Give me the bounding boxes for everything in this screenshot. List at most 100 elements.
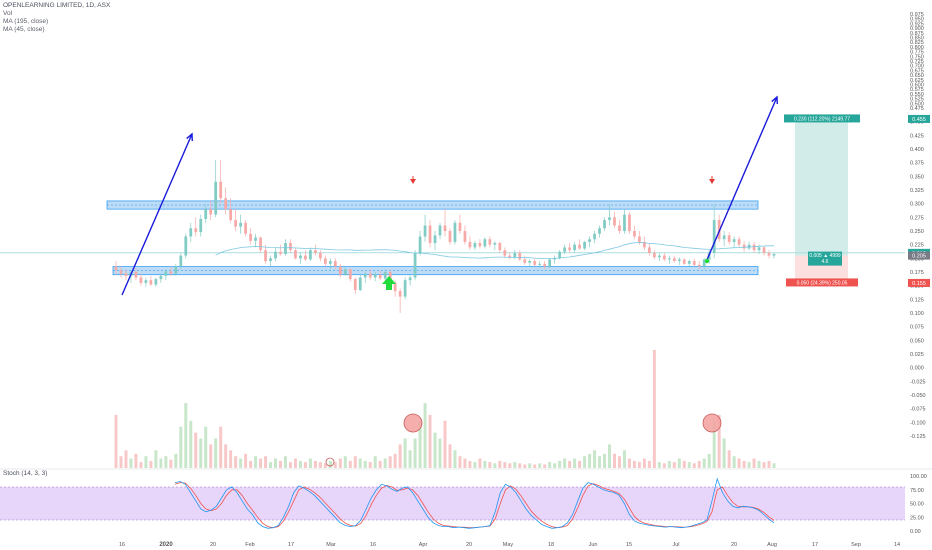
buy-dot: [704, 258, 710, 264]
price-tick: 0.525: [910, 97, 924, 103]
price-tick: 0.075: [910, 325, 924, 331]
candle-body: [727, 235, 731, 242]
stoch-tick: 100.00: [910, 474, 927, 480]
volume-legend[interactable]: Vol: [3, 10, 13, 17]
volume-highlight: [325, 457, 335, 467]
time-tick: 18: [548, 542, 554, 548]
volume-highlight: [403, 413, 423, 433]
candle-body: [518, 252, 522, 260]
volume-bar: [757, 460, 761, 468]
trend-arrow-left-head: [186, 132, 193, 142]
volume-bar: [498, 460, 502, 468]
volume-bar: [124, 450, 128, 468]
candle-body: [428, 225, 432, 244]
volume-bar: [682, 460, 686, 468]
volume-bar: [134, 453, 138, 468]
volume-bar: [533, 464, 537, 468]
volume-bar: [588, 453, 592, 468]
stoch-tick: 25.00: [910, 515, 924, 521]
volume-bar: [612, 453, 616, 468]
candle-body: [593, 233, 596, 240]
volume-bar: [239, 458, 243, 468]
price-tick: -0.025: [910, 379, 926, 385]
candle-body: [328, 261, 332, 264]
candle-body: [618, 225, 621, 231]
candle-body: [623, 214, 626, 231]
stoch-k-line: [174, 477, 775, 529]
volume-bar: [553, 463, 557, 468]
stoch-legend[interactable]: Stoch (14, 3, 3): [3, 470, 48, 477]
volume-bar: [418, 420, 422, 468]
candle-body: [378, 274, 382, 279]
volume-bar: [523, 464, 527, 468]
ma195-legend[interactable]: MA (195, close): [3, 18, 49, 25]
volume-bar: [328, 460, 332, 468]
volume-bar: [702, 458, 706, 468]
candle-body: [523, 259, 527, 263]
candle-body: [558, 251, 562, 259]
time-tick: Feb: [245, 542, 254, 548]
price-tick: -0.075: [910, 407, 926, 413]
volume-bar: [593, 450, 597, 468]
volume-bar: [338, 458, 342, 468]
volume-bar: [563, 458, 567, 468]
high-marker: [410, 179, 416, 184]
volume-bar: [583, 456, 587, 468]
volume-bar: [742, 460, 746, 468]
price-tick: 0.500: [910, 101, 924, 107]
volume-bar: [707, 453, 711, 468]
price-tick: 0.800: [910, 45, 924, 51]
candle-body: [363, 273, 367, 278]
volume-bar: [194, 432, 198, 468]
volume-bar: [308, 458, 312, 468]
candle-body: [393, 282, 397, 292]
volume-bar: [264, 456, 268, 468]
candle-body: [687, 261, 691, 264]
candle-body: [134, 272, 138, 278]
volume-bar: [229, 450, 233, 468]
candle-body: [528, 261, 532, 263]
candle-body: [304, 255, 307, 260]
price-tick: 0.175: [910, 270, 924, 276]
volume-bar: [214, 438, 218, 468]
center-label-bg: [808, 251, 842, 266]
candle-body: [493, 243, 497, 245]
volume-bar: [184, 403, 188, 468]
price-tick: -0.100: [910, 420, 926, 426]
volume-bar: [373, 456, 377, 468]
volume-bar: [637, 462, 641, 468]
volume-bar: [209, 444, 213, 468]
volume-bar: [493, 463, 497, 468]
price-tick: 0.250: [910, 229, 924, 235]
price-tick: 0.625: [910, 78, 924, 84]
volume-bar: [293, 458, 297, 468]
candle-body: [368, 273, 372, 278]
candle-body: [752, 244, 756, 251]
volume-bar: [667, 460, 671, 468]
volume-bar: [199, 438, 203, 468]
candle-body: [114, 266, 118, 271]
candle-body: [124, 273, 128, 276]
volume-bar: [732, 456, 736, 468]
price-tick: 0.550: [910, 92, 924, 98]
candle-body: [269, 258, 272, 262]
price-tick: 0.975: [910, 12, 924, 18]
target-label: 0.230 (112.20%) 2149.77: [794, 117, 850, 123]
volume-bar: [727, 450, 731, 468]
center-label-1: 0.005 ▲ 4999: [809, 253, 841, 259]
candle-body: [239, 222, 242, 227]
chart-title[interactable]: OPENLEARNING LIMITED, 1D, ASX: [3, 2, 111, 9]
price-tick: 0.325: [910, 188, 924, 194]
volume-bar: [657, 462, 661, 468]
volume-bar: [288, 462, 292, 468]
volume-bar: [189, 420, 193, 468]
candle-body: [284, 243, 287, 254]
candle-body: [767, 252, 771, 256]
ma45-legend[interactable]: MA (45, close): [3, 26, 45, 33]
candle-body: [373, 274, 377, 278]
time-tick: 17: [812, 542, 818, 548]
volume-bar: [538, 463, 542, 468]
price-tick: -0.050: [910, 393, 926, 399]
candle-body: [333, 261, 337, 267]
candle-body: [603, 220, 606, 229]
